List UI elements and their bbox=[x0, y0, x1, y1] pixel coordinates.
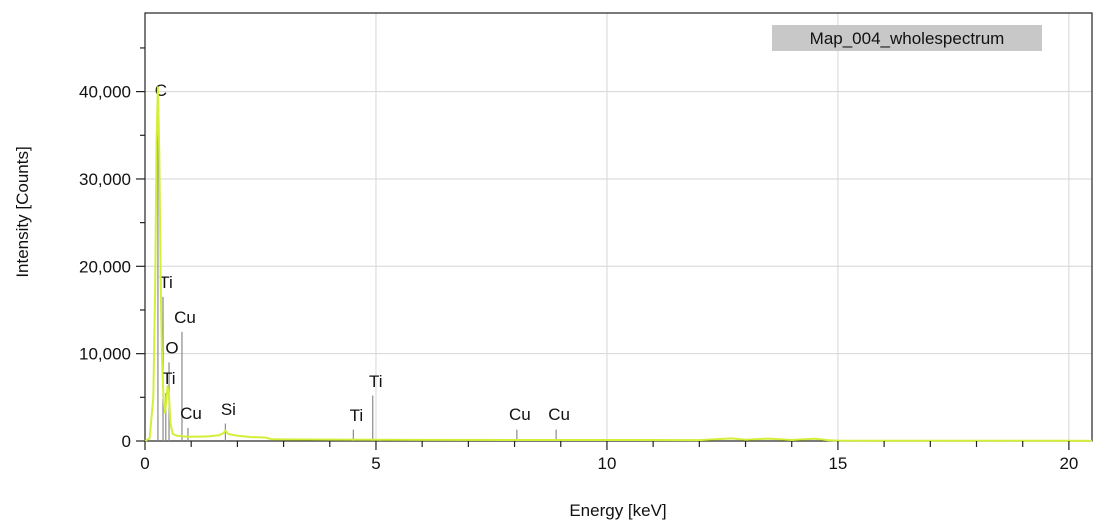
element-label: Ti bbox=[159, 273, 173, 292]
element-label: Si bbox=[221, 400, 236, 419]
y-tick-label: 30,000 bbox=[79, 170, 131, 189]
grid-lines bbox=[145, 13, 1092, 441]
y-tick-label: 10,000 bbox=[79, 345, 131, 364]
y-tick-label: 0 bbox=[122, 432, 131, 451]
x-tick-label: 15 bbox=[828, 454, 847, 473]
y-tick-label: 20,000 bbox=[79, 257, 131, 276]
plot-frame bbox=[144, 12, 1093, 442]
element-label: Ti bbox=[162, 369, 176, 388]
spectrum-series bbox=[144, 86, 1093, 442]
y-axis-title: Intensity [Counts] bbox=[13, 146, 32, 277]
x-tick-label: 0 bbox=[140, 454, 149, 473]
y-axis-ticks: 0 10,000 20,000 30,000 40,000 bbox=[79, 47, 145, 451]
element-label: Cu bbox=[174, 308, 196, 327]
element-label: C bbox=[155, 81, 167, 100]
legend-box bbox=[772, 25, 1042, 51]
y-tick-label: 40,000 bbox=[79, 83, 131, 102]
element-label: O bbox=[165, 339, 178, 358]
element-label: Ti bbox=[350, 406, 364, 425]
x-axis-title: Energy [keV] bbox=[569, 501, 666, 520]
x-axis-ticks: 0 5 10 15 20 bbox=[140, 441, 1078, 473]
x-tick-label: 5 bbox=[371, 454, 380, 473]
x-tick-label: 10 bbox=[597, 454, 616, 473]
element-label: Ti bbox=[369, 372, 383, 391]
legend: Map_004_wholespectrum bbox=[772, 25, 1042, 51]
element-label: Cu bbox=[180, 404, 202, 423]
x-tick-label: 20 bbox=[1059, 454, 1078, 473]
element-label: Cu bbox=[548, 405, 570, 424]
legend-entry: Map_004_wholespectrum bbox=[810, 29, 1005, 48]
spectrum-line bbox=[144, 86, 1093, 442]
element-label: Cu bbox=[509, 405, 531, 424]
